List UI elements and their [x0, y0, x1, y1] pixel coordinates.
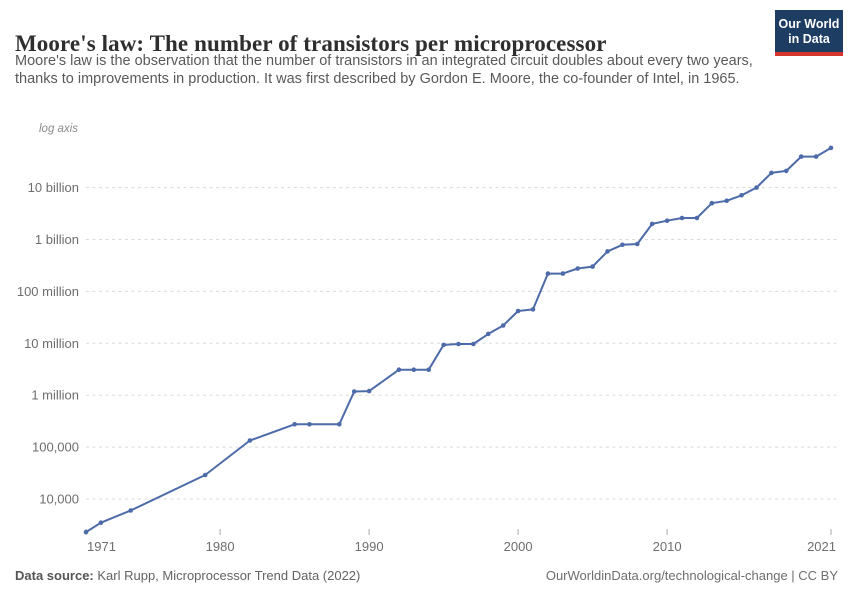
- data-point[interactable]: [813, 154, 819, 159]
- owid-logo[interactable]: Our World in Data: [775, 10, 843, 56]
- y-axis-label: 1 billion: [35, 232, 79, 247]
- x-axis-label: 2000: [504, 539, 533, 554]
- data-point[interactable]: [709, 200, 715, 206]
- x-axis-label: 1980: [206, 539, 235, 554]
- data-point[interactable]: [679, 215, 685, 221]
- data-point[interactable]: [366, 388, 372, 394]
- data-point[interactable]: [724, 198, 729, 204]
- chart-subtitle: Moore's law is the observation that the …: [15, 53, 753, 87]
- data-point[interactable]: [292, 422, 297, 427]
- data-point[interactable]: [83, 529, 89, 535]
- data-point[interactable]: [605, 249, 610, 254]
- data-point[interactable]: [307, 422, 312, 427]
- credit-link[interactable]: OurWorldinData.org/technological-change …: [545, 568, 838, 583]
- data-point[interactable]: [500, 323, 506, 328]
- data-point[interactable]: [828, 145, 834, 151]
- log-axis-note: log axis: [39, 123, 78, 135]
- data-point[interactable]: [575, 266, 580, 271]
- data-point[interactable]: [784, 168, 789, 174]
- data-point[interactable]: [128, 508, 133, 513]
- x-axis-label: 1990: [355, 539, 384, 554]
- data-point[interactable]: [98, 520, 104, 525]
- data-point[interactable]: [441, 342, 446, 348]
- data-point[interactable]: [247, 438, 253, 443]
- y-axis-label: 100 million: [17, 284, 79, 299]
- y-axis-label: 10 million: [24, 336, 79, 351]
- page-title: Moore's law: The number of transistors p…: [15, 31, 607, 57]
- data-point[interactable]: [456, 341, 461, 347]
- data-point[interactable]: [486, 331, 491, 337]
- data-source-note: Data source: Karl Rupp, Microprocessor T…: [15, 568, 360, 583]
- data-point[interactable]: [396, 367, 402, 373]
- data-point[interactable]: [471, 341, 476, 347]
- data-point[interactable]: [426, 367, 432, 373]
- data-point[interactable]: [664, 218, 670, 223]
- logo-line-1: Our World: [778, 17, 840, 31]
- data-point[interactable]: [739, 193, 744, 198]
- data-point[interactable]: [560, 271, 566, 276]
- x-axis-label: 1971: [87, 539, 116, 554]
- y-axis-label: 1 million: [31, 388, 79, 403]
- y-axis-label: 10 billion: [28, 180, 79, 195]
- data-point[interactable]: [530, 307, 536, 312]
- data-point[interactable]: [590, 264, 595, 269]
- data-point[interactable]: [769, 170, 774, 176]
- y-axis-label: 100,000: [32, 440, 79, 455]
- data-point[interactable]: [694, 215, 700, 221]
- data-point[interactable]: [798, 154, 804, 159]
- data-source-text: Karl Rupp, Microprocessor Trend Data (20…: [93, 568, 361, 583]
- data-point[interactable]: [635, 241, 640, 247]
- trend-line[interactable]: [85, 146, 832, 534]
- x-axis-label: 2010: [653, 539, 682, 554]
- logo-line-2: in Data: [788, 31, 830, 46]
- data-source-label: Data source:: [15, 568, 94, 583]
- y-axis-label: 10,000: [39, 492, 79, 507]
- data-point[interactable]: [337, 422, 342, 427]
- data-point[interactable]: [754, 185, 759, 190]
- x-axis-label: 2021: [807, 539, 836, 554]
- data-point[interactable]: [649, 221, 655, 227]
- data-point[interactable]: [202, 472, 208, 478]
- data-point[interactable]: [620, 242, 625, 248]
- data-point[interactable]: [411, 367, 417, 373]
- data-point[interactable]: [515, 308, 521, 314]
- data-point[interactable]: [545, 271, 551, 276]
- data-point[interactable]: [351, 389, 357, 394]
